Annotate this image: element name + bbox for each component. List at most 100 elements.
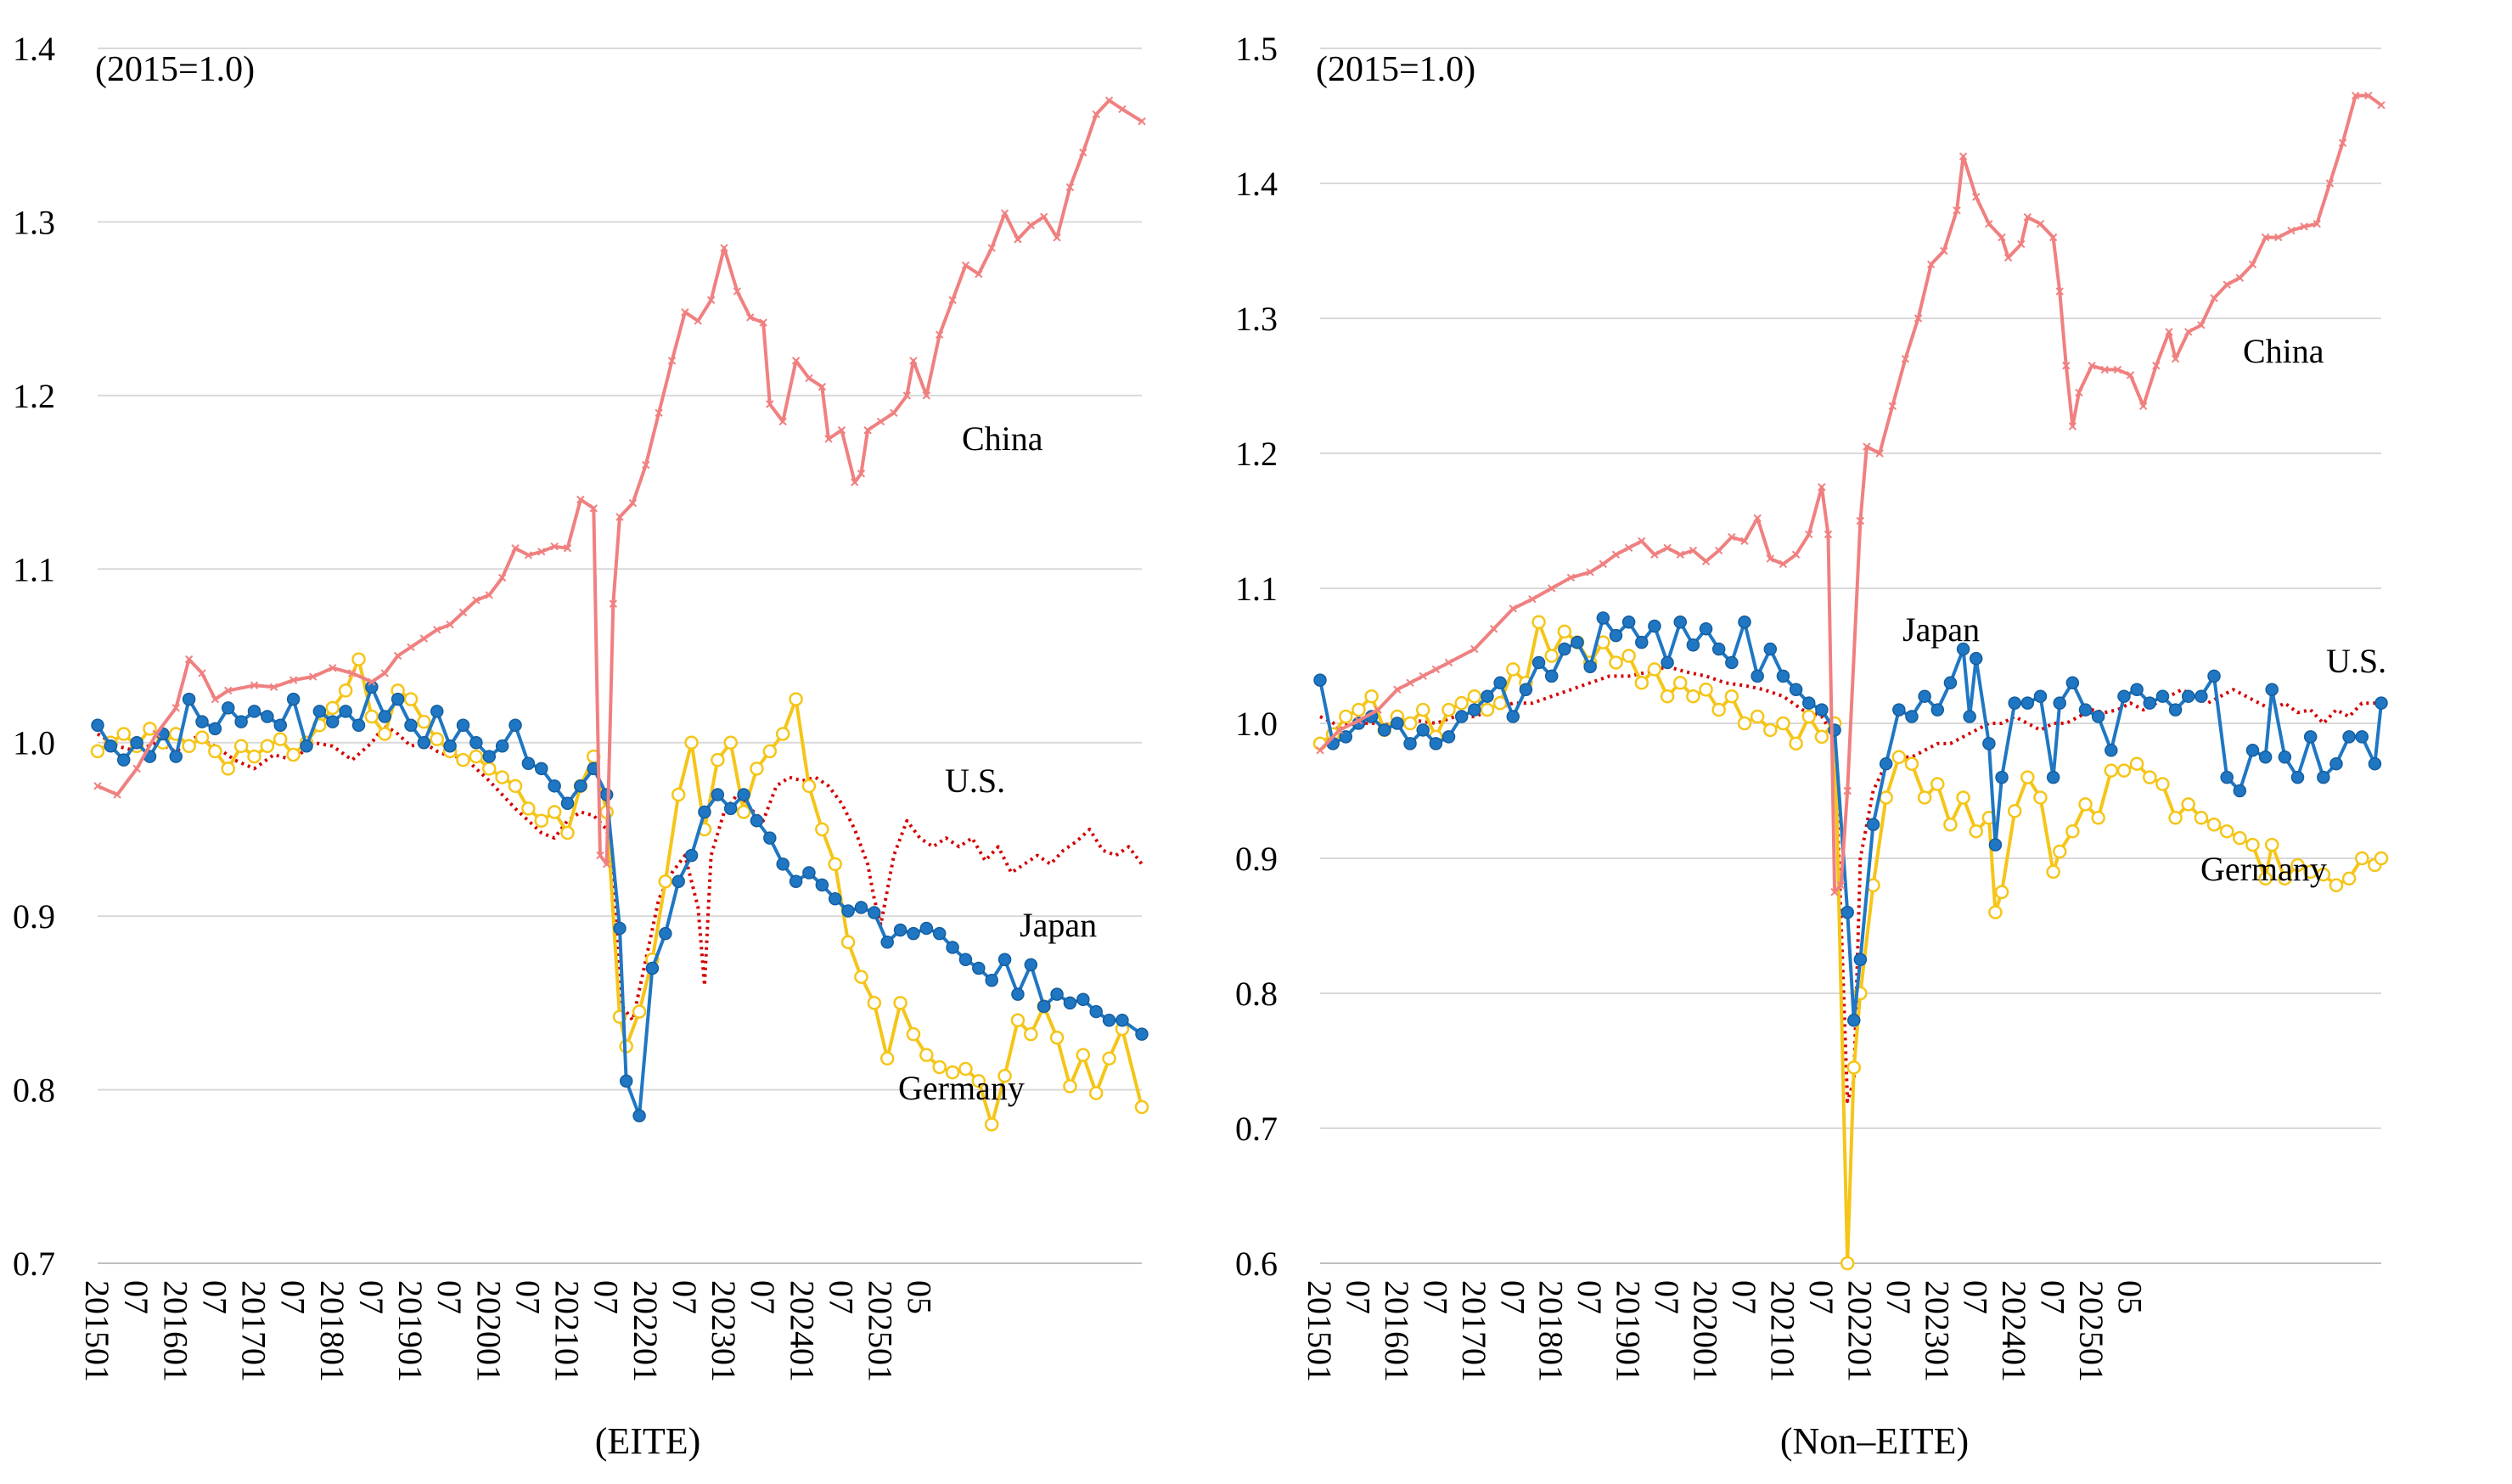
x-tick-label: 201601 [156, 1280, 194, 1382]
data-point [1995, 770, 2009, 784]
data-point [1988, 838, 2003, 852]
data-point [658, 874, 673, 889]
data-point [2138, 402, 2148, 411]
x-tick-label: 07 [1571, 1280, 1609, 1314]
data-point [1818, 483, 1826, 492]
data-point [1801, 709, 1817, 724]
data-point [521, 756, 536, 770]
data-point [1609, 628, 1623, 643]
data-point [1969, 651, 1983, 666]
x-tick-label: 202401 [783, 1280, 821, 1382]
x-tick-label: 202301 [1918, 1280, 1956, 1382]
data-point [1050, 987, 1064, 1001]
data-point [1481, 689, 1494, 703]
data-point [1982, 737, 1996, 750]
data-point [1468, 703, 1481, 717]
x-tick-label: 07 [744, 1280, 782, 1314]
y-tick-label: 0.9 [13, 897, 55, 936]
data-point [919, 1048, 934, 1062]
data-point [828, 891, 842, 906]
data-point [1480, 702, 1495, 717]
data-point [1879, 790, 1893, 805]
data-point [1354, 717, 1363, 725]
data-point [2052, 844, 2067, 859]
data-point [1621, 616, 1636, 629]
data-point [1104, 96, 1114, 105]
data-point [312, 705, 327, 718]
data-point [2020, 770, 2035, 784]
data-point [338, 683, 353, 698]
data-point [1089, 1004, 1103, 1019]
x-tick-label: 07 [1880, 1280, 1918, 1314]
series-line [96, 723, 1144, 1022]
data-point [1063, 996, 1077, 1010]
data-point [1313, 673, 1327, 687]
data-point [2303, 730, 2318, 744]
data-point [563, 544, 572, 553]
data-point [1402, 716, 1418, 731]
data-point [2065, 676, 2080, 690]
data-point [1566, 573, 1576, 582]
data-point [789, 692, 803, 706]
data-point [1956, 790, 1970, 805]
data-point [1840, 1256, 1855, 1271]
data-point [417, 714, 431, 729]
data-point [1875, 449, 1884, 458]
x-tick-label: 07 [195, 1280, 233, 1314]
data-point [1134, 1099, 1149, 1115]
data-point [815, 878, 829, 892]
data-point [368, 677, 376, 686]
data-point [1558, 642, 1571, 656]
data-point [609, 599, 618, 608]
data-point [2181, 689, 2195, 703]
data-point [1076, 992, 1090, 1007]
data-point [2206, 818, 2222, 832]
data-point [1905, 710, 1919, 723]
data-point [946, 941, 959, 954]
data-point [2143, 770, 2157, 784]
data-point [876, 417, 885, 426]
data-point [1814, 729, 1829, 745]
data-point [380, 669, 389, 677]
data-point [818, 382, 827, 391]
data-point [1904, 756, 1919, 771]
data-point [945, 1065, 960, 1080]
y-tick-label: 1.2 [1235, 435, 1278, 473]
data-point [841, 904, 855, 918]
data-point [1779, 559, 1788, 569]
data-point [286, 692, 301, 706]
data-point [247, 705, 261, 718]
data-point [1917, 790, 1932, 805]
data-point [736, 805, 751, 819]
data-point [485, 591, 493, 599]
data-point [378, 727, 392, 741]
data-point [2207, 669, 2221, 683]
x-tick-label: 201801 [1532, 1280, 1571, 1382]
y-tick-label: 1.5 [1235, 30, 1278, 68]
data-point [1406, 678, 1414, 688]
data-point [815, 822, 829, 837]
data-point [932, 1060, 947, 1075]
data-point [469, 749, 484, 764]
data-point [2235, 273, 2245, 283]
data-point [1352, 702, 1366, 717]
data-point [879, 1051, 895, 1066]
data-point [1000, 209, 1009, 217]
data-point [698, 805, 711, 819]
series-germany [90, 652, 1149, 1132]
data-point [615, 513, 624, 521]
data-point [867, 996, 882, 1010]
data-point [1840, 905, 1854, 919]
x-tick-label: 07 [822, 1280, 860, 1314]
data-point [775, 727, 790, 741]
data-point [511, 544, 520, 553]
data-point [404, 718, 418, 733]
data-point [1635, 635, 1649, 649]
data-point [857, 469, 866, 478]
data-point [104, 739, 118, 753]
data-point [1805, 530, 1813, 539]
data-point [508, 779, 523, 794]
data-point [935, 330, 944, 340]
data-point [2184, 328, 2193, 336]
